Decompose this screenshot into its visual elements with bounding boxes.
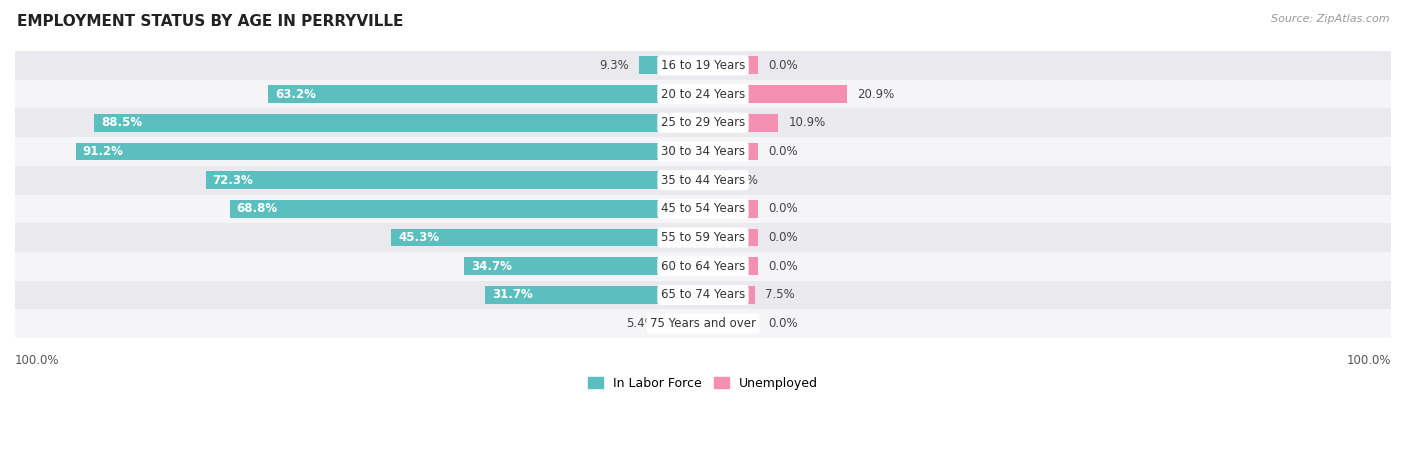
Bar xyxy=(15,108,1391,137)
Text: 16 to 19 Years: 16 to 19 Years xyxy=(661,59,745,72)
Bar xyxy=(703,229,758,247)
Bar xyxy=(94,114,703,132)
Text: 0.0%: 0.0% xyxy=(768,145,799,158)
Text: 20 to 24 Years: 20 to 24 Years xyxy=(661,88,745,100)
Text: 35 to 44 Years: 35 to 44 Years xyxy=(661,174,745,187)
Bar xyxy=(15,194,1391,223)
Text: 0.0%: 0.0% xyxy=(768,260,799,273)
Text: 65 to 74 Years: 65 to 74 Years xyxy=(661,288,745,302)
Text: 0.0%: 0.0% xyxy=(768,59,799,72)
Text: 55 to 59 Years: 55 to 59 Years xyxy=(661,231,745,244)
Text: 5.4%: 5.4% xyxy=(626,317,655,330)
Bar xyxy=(703,85,846,103)
Bar xyxy=(638,56,703,74)
Text: 100.0%: 100.0% xyxy=(15,354,59,367)
Bar xyxy=(229,200,703,218)
Bar xyxy=(15,51,1391,80)
Bar xyxy=(703,171,718,189)
Text: 0.0%: 0.0% xyxy=(768,317,799,330)
Bar xyxy=(666,315,703,333)
Text: 30 to 34 Years: 30 to 34 Years xyxy=(661,145,745,158)
Text: 7.5%: 7.5% xyxy=(765,288,794,302)
Text: 45 to 54 Years: 45 to 54 Years xyxy=(661,202,745,216)
Text: 25 to 29 Years: 25 to 29 Years xyxy=(661,116,745,129)
Text: 45.3%: 45.3% xyxy=(398,231,439,244)
Bar xyxy=(703,257,758,275)
Bar xyxy=(15,80,1391,108)
Bar xyxy=(15,223,1391,252)
Bar xyxy=(703,286,755,304)
Bar xyxy=(15,252,1391,281)
Bar xyxy=(703,143,758,160)
Bar xyxy=(703,56,758,74)
Text: 0.0%: 0.0% xyxy=(768,231,799,244)
Text: 31.7%: 31.7% xyxy=(492,288,533,302)
Bar xyxy=(485,286,703,304)
Text: 9.3%: 9.3% xyxy=(599,59,628,72)
Bar xyxy=(15,309,1391,338)
Bar xyxy=(703,315,758,333)
Text: 0.0%: 0.0% xyxy=(768,202,799,216)
Bar xyxy=(464,257,703,275)
Bar xyxy=(269,85,703,103)
Text: 88.5%: 88.5% xyxy=(101,116,142,129)
Bar xyxy=(205,171,703,189)
Text: 2.2%: 2.2% xyxy=(728,174,758,187)
Bar xyxy=(76,143,703,160)
Text: 10.9%: 10.9% xyxy=(789,116,825,129)
Text: 63.2%: 63.2% xyxy=(276,88,316,100)
Bar xyxy=(703,200,758,218)
Text: 60 to 64 Years: 60 to 64 Years xyxy=(661,260,745,273)
Bar xyxy=(15,137,1391,166)
Text: 72.3%: 72.3% xyxy=(212,174,253,187)
Text: 75 Years and over: 75 Years and over xyxy=(650,317,756,330)
Text: 100.0%: 100.0% xyxy=(1347,354,1391,367)
Text: Source: ZipAtlas.com: Source: ZipAtlas.com xyxy=(1271,14,1389,23)
Text: 34.7%: 34.7% xyxy=(471,260,512,273)
Text: EMPLOYMENT STATUS BY AGE IN PERRYVILLE: EMPLOYMENT STATUS BY AGE IN PERRYVILLE xyxy=(17,14,404,28)
Legend: In Labor Force, Unemployed: In Labor Force, Unemployed xyxy=(583,372,823,395)
Text: 91.2%: 91.2% xyxy=(83,145,124,158)
Text: 68.8%: 68.8% xyxy=(236,202,277,216)
Bar xyxy=(15,166,1391,194)
Bar xyxy=(15,281,1391,309)
Bar xyxy=(703,114,778,132)
Bar xyxy=(391,229,703,247)
Text: 20.9%: 20.9% xyxy=(858,88,894,100)
